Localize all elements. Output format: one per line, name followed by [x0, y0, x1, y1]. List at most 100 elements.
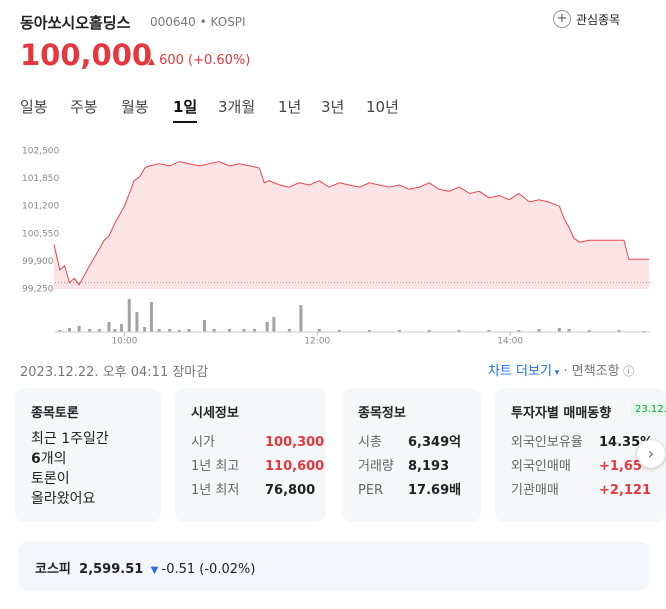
card-title: 종목정보 — [358, 406, 406, 421]
row-label: 시총 — [358, 435, 382, 450]
volume-bar — [202, 320, 206, 332]
card-title: 투자자별 매매동향 — [511, 406, 612, 421]
volume-bar — [67, 328, 71, 332]
line: 토론이 — [31, 471, 70, 487]
code: 000640 — [150, 15, 196, 29]
price-area — [54, 161, 650, 289]
stock-name: 동아쏘시오홀딩스 — [20, 14, 131, 32]
tab[interactable]: 일봉 — [20, 98, 48, 116]
price-change: ▲ 600 (+0.60%) — [148, 53, 250, 68]
volume-bar — [97, 329, 101, 332]
volume-bar — [77, 326, 81, 332]
volume-bar — [299, 305, 303, 332]
market: KOSPI — [210, 15, 246, 29]
watch-button[interactable]: + 관심종목 — [553, 10, 620, 28]
row-value: +2,121 — [599, 483, 652, 498]
index-name: 코스피 — [35, 562, 71, 577]
volume-bar — [253, 329, 257, 332]
info-icon: ⓘ — [619, 365, 635, 378]
volume-bar — [367, 330, 371, 332]
index: 코스피 2,599.51 ▼ -0.51 (-0.02%) — [35, 558, 255, 577]
stock-code: 000640 • KOSPI — [150, 15, 246, 29]
row-label: 1년 최저 — [191, 483, 240, 498]
disclaimer-link[interactable]: 면책조항 — [571, 364, 620, 379]
volume-bar — [187, 329, 191, 332]
tab[interactable]: 1년 — [278, 98, 302, 116]
card-title: 시세정보 — [191, 406, 239, 421]
tab[interactable]: 10년 — [366, 98, 399, 116]
row-value: 6,349억 — [408, 435, 462, 450]
volume-bar — [557, 328, 561, 332]
volume-bar — [287, 329, 291, 332]
tab[interactable]: 주봉 — [70, 98, 98, 116]
volume-bar — [135, 312, 139, 332]
status: 2023.12.22. 오후 04:11 장마감 — [20, 365, 209, 380]
volume-bar — [397, 330, 401, 332]
row-label: 기관매매 — [511, 483, 559, 498]
y-tick-label: 100,550 — [22, 229, 59, 239]
card: 종목토론 최근 1주일간 6개의 토론이 올라왔어요 — [15, 388, 161, 522]
row-value: +1,65 — [599, 459, 642, 474]
volume-bar — [228, 329, 232, 332]
info-row: 1년 최고 110,600 — [191, 455, 324, 474]
info-row: 시가 100,300 — [191, 431, 324, 450]
volume-bar — [457, 330, 461, 332]
info-row: 외국인보유율 14.35% — [511, 431, 653, 450]
row-value: 76,800 — [265, 483, 316, 498]
dot: · — [559, 364, 572, 379]
volume-bar — [617, 330, 621, 332]
line: 올라왔어요 — [31, 491, 96, 507]
row-label: 외국인보유율 — [511, 435, 583, 450]
card-title: 종목토론 — [31, 406, 79, 421]
x-tick-label: 10:00 — [111, 337, 137, 347]
volume-bar — [272, 317, 276, 332]
y-tick-label: 101,200 — [22, 202, 59, 212]
volume-bar — [157, 329, 161, 332]
volume-bar — [143, 327, 147, 332]
volume-bar — [107, 322, 111, 332]
y-tick-label: 102,500 — [22, 147, 59, 157]
row-value: 8,193 — [408, 459, 450, 474]
info-row: PER 17.69배 — [358, 479, 461, 498]
tab[interactable]: 3년 — [321, 98, 345, 116]
tab[interactable]: 월봉 — [121, 98, 149, 116]
y-tick-label: 99,250 — [22, 285, 54, 295]
plus-icon: + — [553, 10, 571, 28]
line: 6개의 — [31, 449, 109, 469]
volume-bar — [120, 324, 124, 332]
badge: 23.12.2 — [631, 403, 666, 416]
change-pct: (+0.60%) — [188, 53, 251, 68]
row-label: 외국인매매 — [511, 459, 571, 474]
volume-bar — [517, 330, 521, 332]
row-label: 거래량 — [358, 459, 394, 474]
volume-bar — [113, 329, 117, 332]
row-value: 17.69배 — [408, 483, 462, 498]
watch-label: 관심종목 — [576, 12, 621, 27]
tab[interactable]: 3개월 — [218, 98, 256, 116]
price: 100,000 — [20, 38, 153, 72]
y-tick-label: 101,850 — [22, 174, 59, 184]
next-button[interactable]: › — [637, 440, 665, 468]
info-row: 기관매매 +2,121 — [511, 479, 651, 498]
down-icon: ▼ — [147, 565, 162, 576]
volume-bar — [88, 329, 92, 332]
links: 차트 더보기 ▾ · 면책조항 ⓘ — [488, 360, 634, 379]
volume-bar — [337, 330, 341, 332]
index-change-pct: (-0.02%) — [199, 562, 256, 577]
volume-bar — [177, 330, 181, 332]
volume-bar — [427, 330, 431, 332]
row-label: PER — [358, 483, 384, 498]
tab[interactable]: 1일 — [173, 96, 198, 123]
volume-bar — [58, 330, 62, 332]
chart: 102,500 101,850 101,200 100,550 99,900 99,250… — [22, 147, 650, 347]
info-row: 거래량 8,193 — [358, 455, 449, 474]
volume-bar — [127, 299, 131, 332]
index-bar: 코스피 2,599.51 ▼ -0.51 (-0.02%) — [19, 542, 649, 590]
row-value: 110,600 — [265, 459, 325, 474]
change: 600 — [159, 53, 184, 68]
info-row: 시총 6,349억 — [358, 431, 461, 450]
more-link[interactable]: 차트 더보기 — [488, 364, 552, 379]
